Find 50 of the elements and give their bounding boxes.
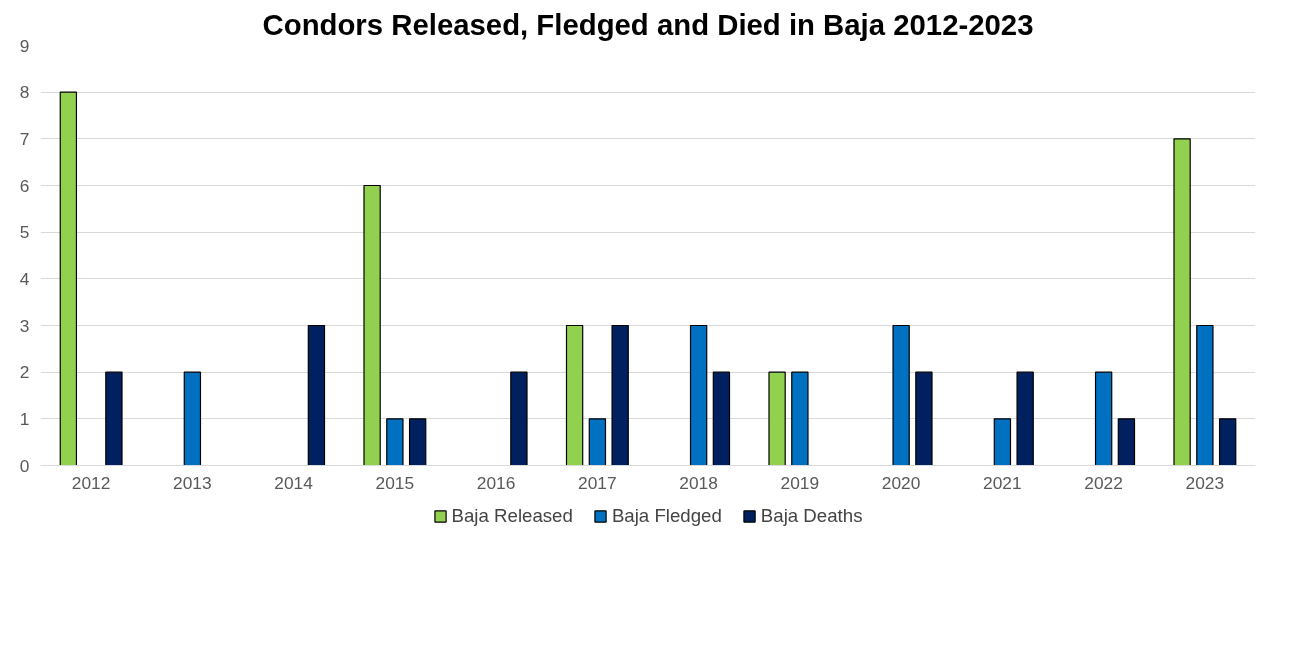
legend-label: Baja Deaths xyxy=(760,505,863,527)
y-tick-label: 7 xyxy=(19,128,30,149)
bar xyxy=(791,371,809,466)
x-tick-label: 2014 xyxy=(274,472,314,493)
bar xyxy=(307,324,326,466)
chart-title: Condors Released, Fledged and Died in Baja 2012-2023 xyxy=(262,7,1034,41)
bar xyxy=(408,418,427,466)
bar xyxy=(689,324,708,466)
y-tick-label: 2 xyxy=(19,362,30,383)
x-tick-label: 2019 xyxy=(780,472,820,493)
bar xyxy=(1196,324,1214,466)
bar xyxy=(1016,371,1034,466)
y-tick-label: 4 xyxy=(19,268,30,289)
legend-label: Baja Fledged xyxy=(611,505,722,527)
bar xyxy=(565,324,584,466)
x-tick-label: 2015 xyxy=(375,472,415,493)
x-tick-label: 2021 xyxy=(983,472,1022,493)
bar xyxy=(588,418,607,466)
bar xyxy=(1218,418,1237,466)
bar xyxy=(59,91,78,466)
y-tick-label: 5 xyxy=(19,222,30,243)
bar xyxy=(892,324,910,466)
x-tick-label: 2017 xyxy=(578,472,617,493)
x-tick-label: 2020 xyxy=(881,472,921,493)
y-tick-label: 1 xyxy=(19,408,30,429)
x-tick-label: 2012 xyxy=(71,472,111,493)
y-tick-label: 8 xyxy=(19,82,30,103)
y-tick-label: 9 xyxy=(19,35,30,56)
legend-label: Baja Released xyxy=(451,505,573,527)
bar xyxy=(1094,371,1113,466)
bar xyxy=(510,371,528,466)
bar xyxy=(611,324,629,466)
bar xyxy=(183,371,202,466)
bar xyxy=(1173,138,1191,466)
bar xyxy=(363,184,381,466)
x-tick-label: 2018 xyxy=(679,472,718,493)
bar xyxy=(386,418,404,466)
x-tick-label: 2022 xyxy=(1084,472,1123,493)
bar xyxy=(768,371,786,466)
x-tick-label: 2016 xyxy=(476,472,516,493)
bar xyxy=(915,371,933,466)
y-tick-label: 6 xyxy=(19,175,30,196)
x-tick-label: 2013 xyxy=(173,472,212,493)
bar xyxy=(105,371,123,466)
y-tick-label: 0 xyxy=(19,455,30,476)
y-tick-label: 3 xyxy=(19,315,30,336)
bar xyxy=(712,371,731,466)
bar xyxy=(993,418,1012,466)
bar xyxy=(1117,418,1136,466)
x-tick-label: 2023 xyxy=(1185,472,1225,493)
